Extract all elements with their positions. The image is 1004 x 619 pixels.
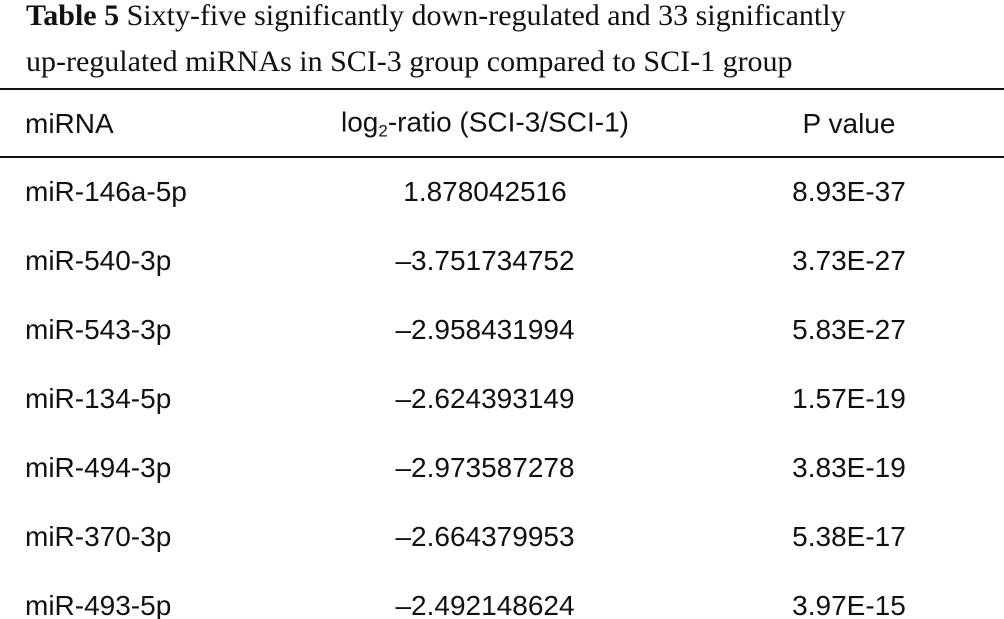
subscript: 2 — [378, 121, 388, 141]
table-cell: 5.83E-27 — [792, 314, 906, 345]
table-cell: 1.878042516 — [403, 176, 567, 207]
table-cell: –3.751734752 — [395, 245, 575, 276]
table-cell: miR-146a-5p — [25, 176, 187, 207]
table-cell: –2.664379953 — [395, 521, 575, 552]
table-cell: 3.73E-27 — [792, 245, 906, 276]
table-cell: –2.624393149 — [395, 383, 575, 414]
table-cell: miR-493-5p — [25, 590, 172, 619]
header-cell: miRNA — [25, 108, 114, 139]
table-cell: –2.973587278 — [395, 452, 575, 483]
table-cell: miR-494-3p — [25, 452, 172, 483]
top-rule — [0, 88, 1004, 90]
table-cell: 5.38E-17 — [792, 521, 906, 552]
table-cell: 3.97E-15 — [792, 590, 906, 619]
caption-line: Table 5 Sixty-five significantly down-re… — [26, 1, 846, 31]
caption-label: Table 5 — [26, 0, 120, 32]
table-cell: 1.57E-19 — [792, 383, 906, 414]
caption-text: Sixty-five significantly down-regulated … — [126, 0, 846, 32]
table-cell: –2.958431994 — [395, 314, 575, 345]
header-text: -ratio (SCI-3/SCI-1) — [387, 106, 629, 138]
caption-line: up-regulated miRNAs in SCI-3 group compa… — [26, 45, 793, 78]
header-cell: P value — [802, 108, 896, 139]
header-text: log — [341, 106, 379, 138]
table-cell: miR-543-3p — [25, 314, 172, 345]
header-rule — [0, 156, 1004, 158]
table-cell: miR-370-3p — [25, 521, 172, 552]
table-cell: 8.93E-37 — [792, 176, 906, 207]
table-cell: miR-540-3p — [25, 245, 172, 276]
table-cell: –2.492148624 — [395, 590, 575, 619]
table-cell: miR-134-5p — [25, 383, 172, 414]
table-cell: 3.83E-19 — [792, 452, 906, 483]
header-cell: log2-ratio (SCI-3/SCI-1) — [341, 106, 629, 141]
